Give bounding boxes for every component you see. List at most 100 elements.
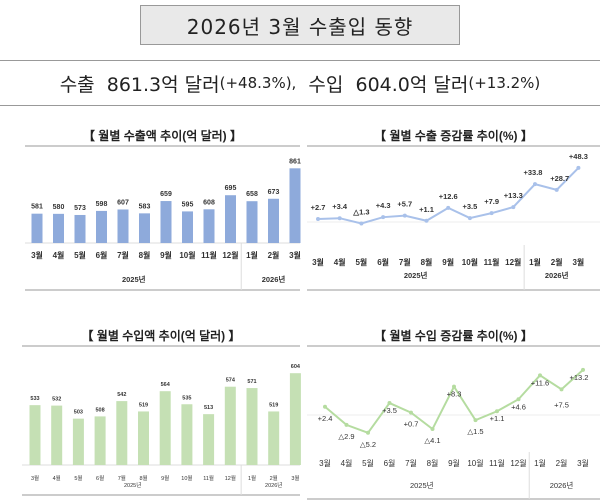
category-label: 3월	[572, 257, 584, 267]
category-label: 10월	[467, 458, 483, 468]
category-label: 8월	[427, 458, 439, 468]
category-label: 6월	[96, 250, 108, 260]
bar	[203, 414, 215, 465]
category-label: 9월	[442, 257, 454, 267]
category-label: 2월	[268, 250, 280, 260]
category-label: 10월	[179, 250, 195, 260]
group-label: 2026년	[545, 270, 569, 280]
data-point	[533, 182, 537, 187]
bar	[29, 405, 41, 465]
data-point	[366, 430, 370, 435]
import-rate: (+13.2%)	[468, 74, 541, 92]
category-label: 10월	[462, 257, 478, 267]
category-label: 3월	[312, 257, 324, 267]
bar	[182, 211, 193, 243]
category-label: 2월	[270, 474, 278, 482]
data-point	[467, 216, 472, 221]
data-label: 659	[160, 191, 172, 198]
bar	[225, 195, 236, 243]
bar	[53, 213, 64, 243]
bar	[31, 213, 43, 243]
data-label: 519	[269, 402, 278, 408]
data-label: 608	[203, 199, 215, 206]
data-label: 513	[204, 405, 213, 411]
data-label: +11.6	[531, 378, 549, 387]
category-label: 9월	[160, 250, 172, 260]
category-label: 5월	[74, 250, 86, 260]
category-label: 3월	[319, 458, 331, 468]
category-label: 8월	[139, 250, 151, 260]
category-label: 3월	[31, 474, 39, 482]
category-label: 7월	[399, 257, 411, 267]
data-label: 604	[291, 364, 301, 370]
import-value: 604.0억 달러	[355, 73, 469, 96]
data-label: 573	[74, 205, 86, 212]
data-point	[581, 367, 585, 372]
bar	[96, 210, 107, 243]
data-point	[489, 211, 494, 216]
data-point	[323, 404, 327, 409]
data-label: +13.3	[504, 191, 523, 200]
chart-title: 【 월별 수출액 추이(억 달러) 】	[83, 128, 242, 143]
data-label: +4.3	[376, 201, 391, 210]
data-label: 583	[139, 203, 151, 210]
chart-title: 【 월별 수입액 추이(억 달러) 】	[81, 328, 240, 343]
category-label: 1월	[529, 257, 541, 267]
data-label: 861	[289, 158, 301, 165]
data-point	[538, 373, 542, 378]
data-label: △1.5	[467, 427, 483, 436]
data-label: +13.2	[570, 373, 589, 382]
data-label: +5.7	[397, 200, 412, 209]
data-label: +12.6	[439, 192, 458, 201]
data-point	[316, 216, 320, 221]
bar	[74, 214, 86, 243]
page-title: 2026년 3월 수출입 동향	[140, 5, 460, 45]
data-label: +8.3	[447, 390, 462, 399]
bar	[117, 209, 129, 243]
export-label: 수출	[59, 73, 95, 96]
category-label: 5월	[74, 474, 82, 482]
data-label: 695	[225, 185, 237, 192]
data-label: △2.9	[338, 432, 354, 441]
data-point	[452, 384, 456, 389]
bar	[268, 198, 279, 243]
group-label: 2025년	[404, 270, 428, 280]
data-label: 533	[30, 396, 39, 402]
category-label: 3월	[577, 458, 589, 468]
category-label: 5월	[362, 458, 374, 468]
category-label: 11월	[489, 458, 505, 468]
data-label: +1.1	[490, 414, 505, 423]
data-label: 542	[117, 392, 126, 398]
data-label: 581	[31, 204, 43, 211]
category-label: 7월	[405, 458, 417, 468]
category-label: 10월	[181, 474, 192, 482]
data-label: +2.4	[318, 414, 333, 423]
category-label: 12월	[222, 250, 238, 260]
summary-line: 수출 861.3억 달러 (+48.3%), 수입 604.0억 달러 (+13.2…	[0, 60, 600, 106]
data-label: 658	[246, 191, 258, 198]
group-label: 2025년	[122, 274, 146, 284]
data-label: △5.2	[360, 440, 376, 449]
data-label: 598	[96, 201, 108, 208]
category-label: 3월	[31, 250, 43, 260]
data-label: +3.5	[462, 202, 477, 211]
data-label: 532	[52, 397, 61, 403]
category-label: 2월	[551, 257, 563, 267]
data-point	[359, 221, 364, 226]
export-value: 861.3억 달러	[106, 73, 220, 96]
data-point	[337, 216, 342, 221]
data-label: 595	[182, 201, 194, 208]
category-label: 6월	[377, 257, 389, 267]
bar	[246, 388, 258, 465]
bar	[203, 209, 215, 243]
category-label: 6월	[384, 458, 396, 468]
category-label: 2월	[556, 458, 568, 468]
category-label: 11월	[484, 257, 500, 267]
data-label: 673	[268, 189, 280, 196]
data-point	[511, 205, 516, 210]
bar	[159, 391, 171, 465]
data-label: 519	[139, 402, 148, 408]
data-label: 508	[96, 407, 105, 413]
data-label: +33.8	[524, 168, 543, 177]
